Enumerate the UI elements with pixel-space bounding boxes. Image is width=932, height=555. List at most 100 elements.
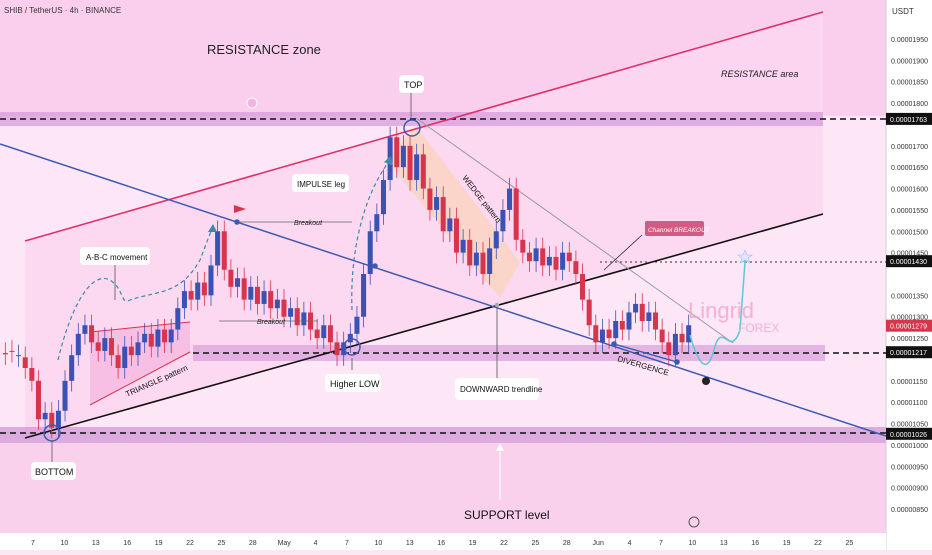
higher-low-marker[interactable] <box>343 338 361 356</box>
candle-body <box>460 239 466 253</box>
candle-body <box>586 299 592 326</box>
candle-body <box>560 252 566 270</box>
candle-body <box>268 291 274 309</box>
candle-body <box>115 355 121 368</box>
breakout-dot-2 <box>372 263 378 269</box>
top-marker[interactable] <box>403 119 421 137</box>
time-tick: 19 <box>469 540 477 547</box>
bottom-label-box <box>31 462 76 480</box>
time-tick: 19 <box>155 540 163 547</box>
time-axis-bg <box>0 533 886 550</box>
candle-body <box>633 303 639 313</box>
candle-body <box>652 312 659 330</box>
time-tick: 10 <box>375 540 383 547</box>
impulse-label-box <box>292 174 349 192</box>
future-projection-path <box>689 261 746 366</box>
breakout-label-2: Breakout <box>257 319 286 326</box>
wedge-upper-line <box>415 117 734 344</box>
price-tick: 0.00001850 <box>891 80 928 87</box>
candle-body <box>500 209 506 232</box>
channel-breakout-box <box>645 221 704 236</box>
candle-body <box>95 342 101 351</box>
candle-body <box>334 342 340 356</box>
candle-body <box>659 329 665 343</box>
candle-body <box>414 154 420 180</box>
candle-body <box>507 188 513 210</box>
channel-breakout-label: Channel BREAKOUT <box>648 227 711 234</box>
candle-body <box>533 248 539 262</box>
top-label-box <box>399 75 424 93</box>
candle-body <box>235 278 241 287</box>
impulse-projection-path <box>351 159 391 311</box>
price-tick: 0.00001350 <box>891 293 928 300</box>
candle-body <box>261 291 267 304</box>
bell-icon[interactable] <box>246 97 258 109</box>
price-axis[interactable]: 0.00001950 0.00001900 0.00001850 0.00001800… <box>885 0 932 550</box>
time-tick: 25 <box>218 540 226 547</box>
candle-body <box>274 299 280 309</box>
time-tick: 13 <box>92 540 100 547</box>
candle-body <box>599 329 605 343</box>
candle-body <box>55 410 61 428</box>
support-label: SUPPORT level <box>464 508 550 522</box>
price-tick: 0.00001800 <box>891 101 928 108</box>
candle-body <box>122 346 128 368</box>
candle-body <box>228 269 234 287</box>
candle-body <box>487 248 493 274</box>
candle-body <box>626 312 632 330</box>
candle-body <box>440 197 446 232</box>
time-axis[interactable]: 7 10 13 16 19 22 25 28 May 4 7 10 13 16 19 22 25 28 Jun 4 7 1… <box>0 533 886 550</box>
candle-body <box>493 231 499 249</box>
time-tick: 28 <box>563 540 571 547</box>
price-tick: 0.00000950 <box>891 464 928 471</box>
bottom-label: BOTTOM <box>35 467 73 477</box>
candle-body <box>82 325 88 334</box>
candle-body <box>221 231 227 270</box>
candle-body <box>407 145 413 180</box>
time-tick: 7 <box>659 540 663 547</box>
time-tick: May <box>278 540 292 547</box>
candle-body <box>520 239 526 253</box>
candle-body <box>540 248 546 266</box>
candle-body <box>195 282 201 300</box>
resistance-area-label: RESISTANCE area <box>721 69 798 79</box>
time-tick: 22 <box>814 540 822 547</box>
candle-body <box>75 333 81 356</box>
candle-body <box>327 325 333 343</box>
time-tick: 28 <box>249 540 257 547</box>
candle-body <box>480 252 486 274</box>
price-axis-bg <box>886 0 932 550</box>
candle-body <box>162 329 168 343</box>
time-tick: 16 <box>751 540 759 547</box>
candle-body <box>434 197 440 210</box>
price-tick: 0.00001100 <box>891 400 928 407</box>
lightning-icon[interactable] <box>688 516 700 528</box>
price-tick: 0.00001500 <box>891 229 928 236</box>
time-tick: 22 <box>500 540 508 547</box>
candle-body <box>142 333 148 343</box>
candle-body <box>394 137 400 168</box>
price-tag-label: 0.00001217 <box>890 350 927 357</box>
candle-body <box>580 274 586 300</box>
time-tick: 25 <box>532 540 540 547</box>
downward-label: DOWNWARD trendline <box>460 385 543 394</box>
candle-body <box>102 338 108 351</box>
candle-body <box>241 278 247 300</box>
candle-body <box>593 325 599 343</box>
support-arrow-head <box>496 443 504 451</box>
candle-body <box>321 325 327 339</box>
candle-body <box>666 342 672 356</box>
candle-body <box>9 350 15 352</box>
candle-body <box>2 353 8 355</box>
resistance-zone-label: RESISTANCE zone <box>207 42 321 57</box>
divergence-dot-1 <box>611 341 617 347</box>
support-zone-lower <box>0 443 886 533</box>
price-tick: 0.00001650 <box>891 165 928 172</box>
time-tick: 16 <box>123 540 131 547</box>
candle-body <box>49 412 55 428</box>
candle-body <box>573 261 579 274</box>
price-tick: 0.00000900 <box>891 486 928 493</box>
candle-body <box>301 312 307 326</box>
cursor-eye-icon[interactable] <box>702 377 710 385</box>
candle-body <box>148 333 154 347</box>
